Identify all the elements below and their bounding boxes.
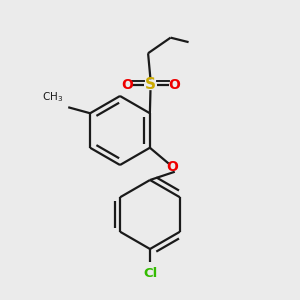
Text: CH$_3$: CH$_3$ [42,90,63,104]
Text: Cl: Cl [143,267,157,280]
Text: O: O [121,78,133,92]
Text: S: S [145,77,156,92]
Text: O: O [168,78,180,92]
Text: O: O [167,160,178,174]
